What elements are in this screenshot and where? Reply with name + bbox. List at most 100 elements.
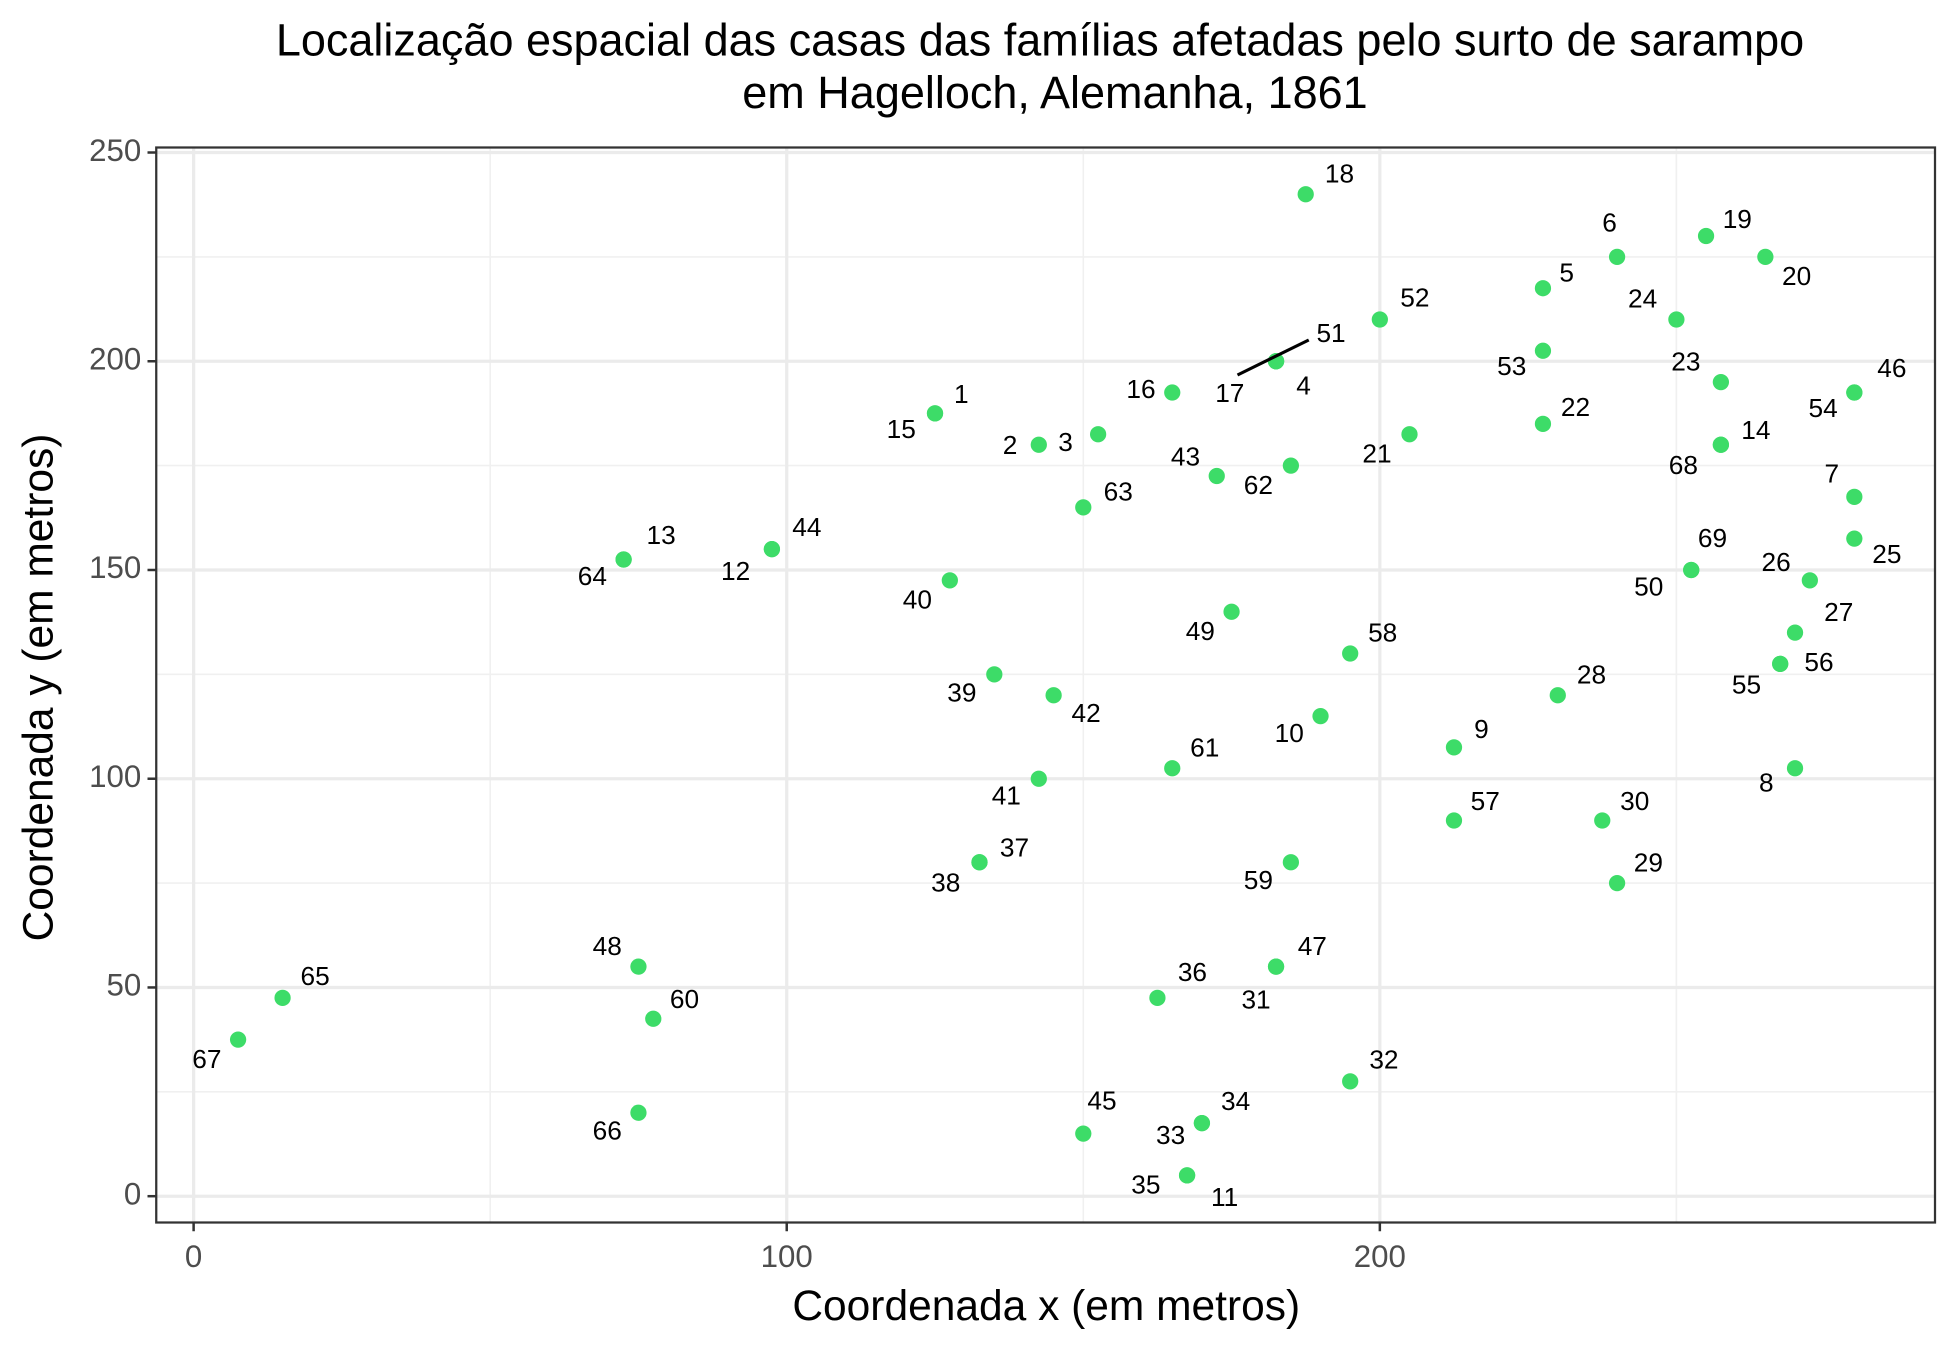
point-label: 2 (1003, 430, 1018, 460)
point-label: 38 (931, 868, 960, 898)
point-label: 40 (903, 585, 932, 615)
label-connector (1236, 338, 1310, 377)
y-tick-label: 0 (124, 1176, 141, 1211)
point-label: 9 (1474, 714, 1489, 744)
point (1282, 854, 1300, 871)
y-tick-label: 200 (89, 341, 141, 376)
point-label: 59 (1244, 865, 1273, 895)
point (1312, 707, 1329, 725)
point-label: 18 (1325, 158, 1354, 188)
point (1697, 227, 1715, 245)
point (1075, 1125, 1092, 1142)
x-tick-label: 0 (185, 1239, 202, 1274)
point-label: 11 (1211, 1182, 1238, 1212)
point (1757, 248, 1774, 266)
point (1772, 655, 1789, 673)
point (941, 572, 958, 589)
point (1608, 874, 1626, 892)
point (1712, 373, 1730, 391)
point-label: 30 (1620, 786, 1649, 816)
point-label: 36 (1178, 957, 1207, 987)
point-label: 19 (1723, 204, 1752, 234)
point (1445, 739, 1463, 756)
point-label: 14 (1741, 415, 1770, 445)
point-label: 43 (1171, 441, 1200, 471)
point-label: 6 (1602, 207, 1617, 237)
y-axis-title: Coordenada y (em metros) (15, 434, 62, 942)
point (1342, 1073, 1359, 1090)
point (1534, 342, 1552, 359)
point (1297, 186, 1314, 203)
point-label: 61 (1190, 732, 1219, 762)
point-label: 15 (887, 414, 916, 444)
point-label: 49 (1186, 616, 1215, 646)
point (986, 666, 1003, 683)
point-label: 63 (1104, 477, 1133, 507)
point (630, 958, 647, 975)
point-label: 33 (1156, 1120, 1185, 1150)
point (1089, 426, 1107, 443)
point-label: 21 (1362, 438, 1391, 468)
point-label: 57 (1471, 786, 1500, 816)
point (615, 551, 632, 568)
point-label: 10 (1275, 718, 1304, 748)
point-label: 34 (1221, 1086, 1250, 1116)
point-label: 54 (1808, 393, 1837, 423)
point (1846, 384, 1863, 401)
point (630, 1104, 647, 1121)
point (274, 989, 291, 1007)
point-label: 51 (1316, 318, 1345, 348)
x-axis-title: Coordenada x (em metros) (792, 1283, 1300, 1330)
point-label: 58 (1368, 618, 1397, 648)
point (1193, 1115, 1211, 1132)
point (1164, 384, 1181, 401)
chart-title: Localização espacial das casas das famíl… (276, 15, 1804, 66)
point (1534, 415, 1552, 432)
point (1786, 624, 1804, 641)
point-label: 1 (954, 379, 969, 409)
point-label: 5 (1559, 257, 1574, 287)
point (1846, 530, 1863, 547)
point-label: 65 (300, 961, 329, 991)
point (1846, 488, 1863, 506)
point (1712, 436, 1730, 453)
point (1342, 645, 1359, 662)
point (1801, 572, 1818, 589)
point-label: 35 (1131, 1170, 1160, 1200)
point-label: 52 (1400, 282, 1429, 312)
point (1683, 561, 1700, 579)
point (1445, 812, 1463, 829)
point-label: 47 (1298, 931, 1327, 961)
point-label: 56 (1804, 647, 1833, 677)
point-label: 22 (1561, 392, 1590, 422)
point-label: 42 (1072, 698, 1101, 728)
point-label: 25 (1872, 539, 1901, 569)
point-label: 12 (721, 556, 750, 586)
point (1045, 687, 1062, 704)
point-label: 67 (192, 1044, 221, 1074)
point-label: 16 (1126, 374, 1155, 404)
point (1149, 989, 1166, 1007)
point-label: 37 (1000, 833, 1029, 863)
point-label: 66 (593, 1116, 622, 1146)
point-label: 26 (1762, 547, 1791, 577)
point-label: 53 (1497, 351, 1526, 381)
point-label: 44 (792, 512, 821, 542)
point (971, 854, 988, 871)
point (1030, 436, 1047, 453)
point-label: 46 (1877, 353, 1906, 383)
point (1786, 760, 1804, 777)
point-label: 28 (1577, 659, 1606, 689)
point (1164, 760, 1181, 777)
point (1371, 311, 1388, 328)
point-label: 64 (578, 561, 607, 591)
point-label: 32 (1369, 1044, 1398, 1074)
y-tick-label: 250 (89, 133, 141, 168)
point (1223, 603, 1240, 620)
point (1267, 958, 1285, 975)
point-label: 45 (1087, 1085, 1116, 1115)
y-tick-label: 50 (106, 968, 141, 1003)
point (926, 405, 944, 422)
point-label: 24 (1628, 284, 1657, 314)
